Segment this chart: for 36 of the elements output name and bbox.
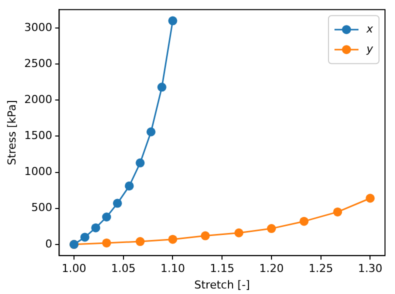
y-tick-label: 2500	[24, 56, 52, 70]
x-tick-label: 1.30	[358, 262, 382, 276]
x-tick-label: 1.15	[210, 262, 234, 276]
y-tick-label: 500	[31, 201, 52, 214]
point	[136, 158, 145, 168]
y-tick-label: 1000	[24, 165, 52, 178]
x-tick-label: 1.05	[111, 262, 136, 276]
x-tick-label: 1.25	[308, 262, 334, 276]
point	[124, 181, 134, 190]
x-tick-label: 1.00	[62, 262, 86, 276]
y-tick-label: 3000	[24, 20, 52, 34]
legend-label: y	[365, 42, 374, 56]
point	[157, 82, 166, 92]
point	[333, 207, 342, 216]
y-tick-label: 1500	[24, 129, 52, 142]
y-axis-title: Stress [kPa]	[5, 100, 18, 166]
point	[80, 232, 90, 242]
point	[200, 231, 210, 240]
y-tick-label: 2000	[24, 92, 52, 106]
point	[168, 16, 178, 26]
point	[234, 228, 244, 238]
point	[102, 212, 112, 222]
point	[266, 224, 276, 234]
legend-label: x	[365, 22, 374, 36]
point	[91, 223, 100, 232]
point	[146, 127, 156, 136]
point	[136, 237, 145, 246]
point	[102, 238, 112, 248]
point	[366, 194, 375, 203]
x-tick-label: 1.20	[259, 262, 284, 276]
point	[112, 198, 122, 208]
point	[300, 216, 309, 226]
y-tick-label: 0	[45, 237, 52, 250]
x-tick-label: 1.10	[160, 262, 185, 276]
point	[168, 234, 178, 244]
x-axis-title: Stretch [-]	[194, 278, 250, 292]
